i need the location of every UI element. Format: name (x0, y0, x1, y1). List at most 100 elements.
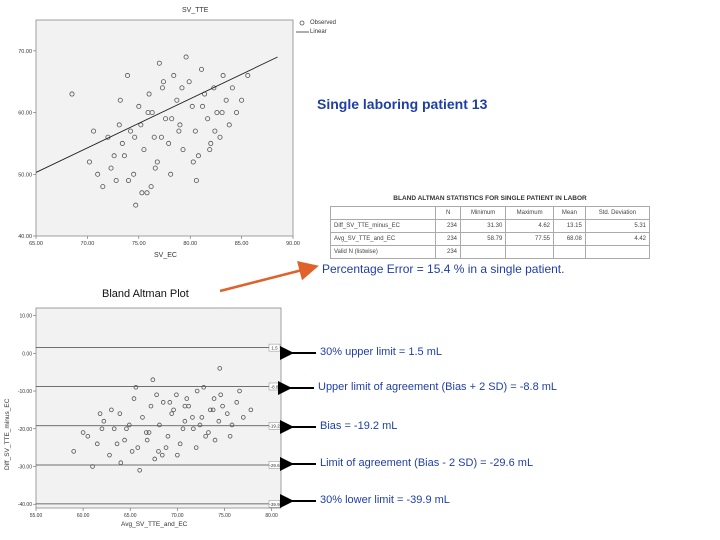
scatter-point (177, 122, 183, 128)
scatter-point (212, 128, 218, 134)
scatter-plot-area (35, 19, 294, 237)
annotation-upper-30: 30% upper limit = 1.5 mL (320, 346, 442, 358)
stats-cell: Diff_SV_TTE_minus_EC (329, 219, 437, 233)
stats-cell: 5.31 (584, 219, 651, 233)
scatter-point (166, 140, 172, 146)
scatter-xlabel: SV_EC (154, 252, 177, 259)
stats-header-cell: Minimum (459, 206, 507, 220)
ba-point (208, 407, 213, 413)
ba-point (234, 400, 240, 405)
ba-point (248, 407, 254, 413)
ba-point (193, 445, 199, 450)
scatter-point (169, 116, 175, 122)
legend-observed: Observed (296, 18, 336, 27)
scatter-point (214, 110, 220, 116)
scatter-point (205, 116, 211, 122)
x-tick-label: 70.00 (81, 241, 95, 247)
scatter-point (183, 54, 189, 60)
scatter-point (117, 97, 123, 103)
ba-point (184, 396, 190, 401)
stats-title: BLAND ALTMAN STATISTICS FOR SINGLE PATIE… (393, 195, 587, 202)
scatter-point (156, 60, 162, 66)
ba-point (144, 437, 150, 443)
scatter-point (192, 128, 198, 134)
ba-plot-area (35, 307, 282, 509)
scatter-title: SV_TTE (182, 7, 209, 14)
legend-line-icon (296, 31, 309, 32)
ba-point (80, 430, 86, 435)
stats-header-row: N Minimum Maximum Mean Std. Deviation (329, 206, 651, 220)
ba-point (160, 400, 166, 405)
stats-row: Diff_SV_TTE_minus_EC 234 31.30 4.62 13.1… (329, 219, 651, 233)
ba-point (129, 449, 135, 454)
stats-cell: Avg_SV_TTE_and_EC (329, 232, 437, 246)
scatter-plot: 65.00 70.00 75.00 80.00 85.00 90.00 70.00 60.00… (18, 19, 300, 247)
ba-point (174, 392, 179, 398)
ba-point (90, 464, 95, 469)
ba-point (148, 403, 154, 409)
stats-row: Avg_SV_TTE_and_EC 234 58.79 77.55 68.08 … (329, 232, 651, 246)
scatter-point (126, 177, 132, 183)
stats-cell: Valid N (listwise) (329, 245, 437, 259)
ba-point (212, 437, 218, 443)
ba-point (211, 396, 217, 401)
scatter-point (146, 91, 152, 97)
y-tick-label: 70.00 (18, 49, 32, 55)
scatter-point (207, 147, 213, 153)
scatter-point (163, 116, 169, 122)
scatter-point (195, 153, 201, 159)
stats-cell: 234 (435, 219, 461, 233)
stats-table: N Minimum Maximum Mean Std. Deviation Di… (329, 206, 651, 259)
ba-point (85, 434, 91, 439)
ba-point (152, 456, 158, 462)
stats-header-cell: Std. Deviation (584, 206, 651, 220)
bland-altman-plot: 1.5 -8.8 -19.2 -29.6 -39.9 55.00 60.00 65.00 70… (18, 307, 282, 519)
scatter-point (176, 128, 182, 134)
ba-point (137, 467, 142, 473)
ba-xlabel: Avg_SV_TTE_and_EC (121, 521, 188, 528)
scatter-point (108, 165, 114, 171)
scatter-point (136, 103, 142, 109)
ba-point (182, 418, 188, 424)
scatter-point (139, 190, 145, 196)
reference-line-tag: -8.8 (271, 384, 279, 389)
scatter-point (220, 73, 226, 79)
stats-cell: 77.55 (505, 232, 555, 246)
legend-linear-label: Linear (310, 28, 327, 35)
legend-circle-icon (299, 20, 305, 25)
ba-point (167, 400, 173, 405)
stats-cell: 234 (435, 245, 461, 259)
stats-cell (459, 245, 507, 259)
scatter-point (128, 128, 134, 134)
stats-header-cell: Mean (553, 206, 586, 220)
ba-point (94, 441, 100, 447)
scatter-point (113, 177, 119, 183)
ba-point (99, 426, 105, 432)
scatter-point (180, 147, 186, 153)
ba-point (117, 411, 123, 416)
ba-x-tick-label: 70.00 (171, 513, 184, 519)
reference-line-tag: -19.2 (269, 424, 280, 429)
ba-point (175, 452, 180, 458)
scatter-point (193, 177, 199, 183)
scatter-point (208, 140, 214, 146)
ba-point (169, 411, 174, 416)
stats-cell (553, 245, 586, 259)
scatter-point (144, 190, 150, 196)
ba-x-tick-label: 80.00 (265, 513, 278, 519)
scatter-point (223, 97, 229, 103)
ba-point (131, 396, 137, 401)
bland-altman-title: Bland Altman Plot (102, 288, 189, 300)
scatter-point (159, 85, 165, 91)
ba-point (122, 437, 127, 443)
x-tick-label: 65.00 (29, 241, 43, 247)
scatter-point (133, 202, 139, 208)
ba-ylabel: Diff_SV_TTE_minus_EC (4, 398, 11, 470)
ba-y-tick-label: -20.00 (18, 427, 32, 433)
ba-x-tick-label: 75.00 (218, 513, 231, 519)
scatter-point (111, 153, 117, 159)
ba-point (190, 415, 195, 420)
scatter-point (189, 103, 195, 109)
ba-point (191, 426, 196, 432)
scatter-point (91, 128, 97, 134)
